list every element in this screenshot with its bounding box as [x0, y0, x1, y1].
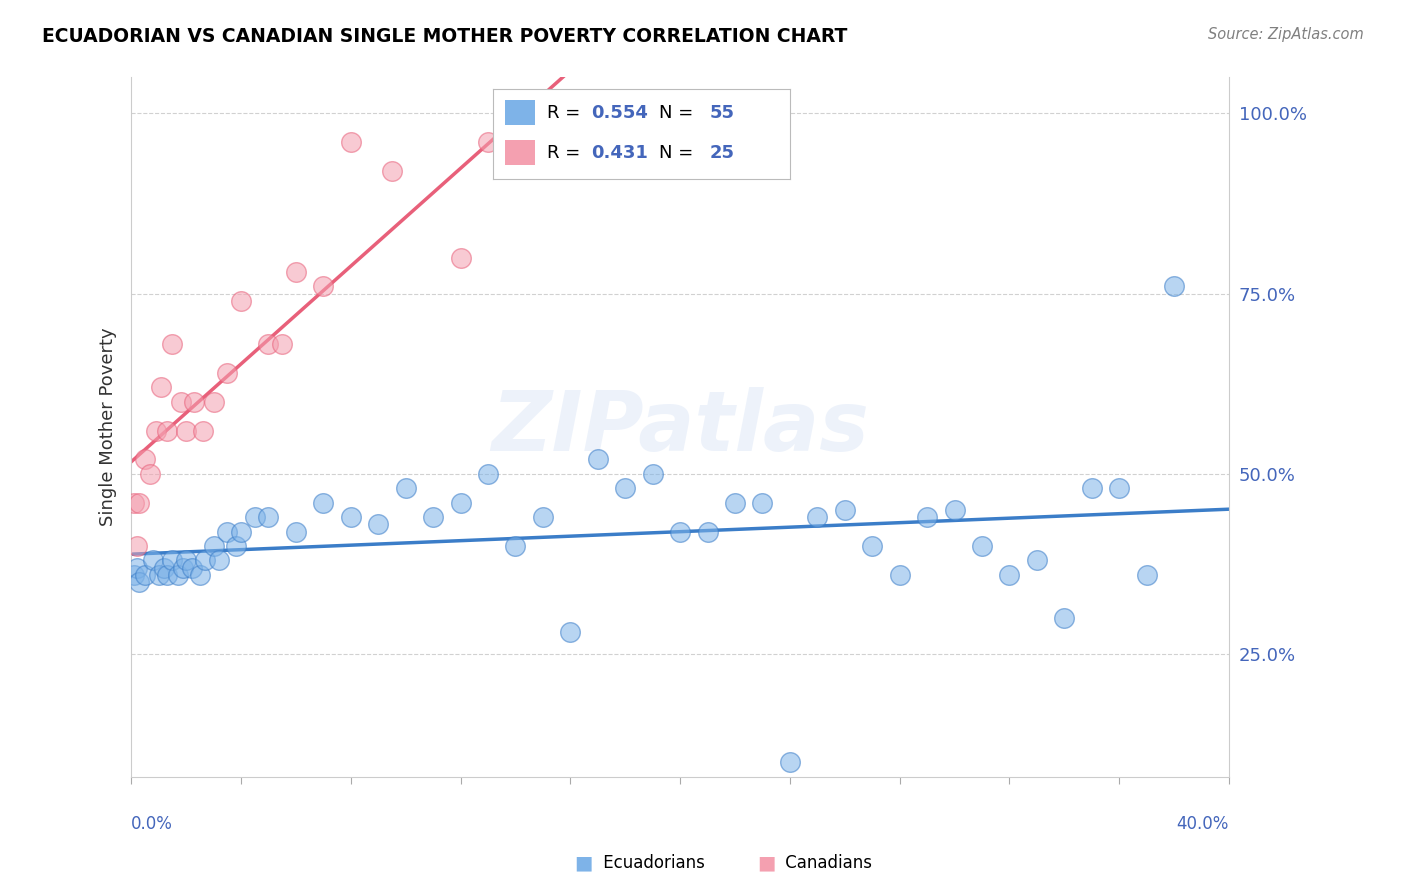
Point [312, 279, 335, 293]
Point [229, 524, 252, 539]
Text: 40.0%: 40.0% [1177, 815, 1229, 833]
Point [134, 567, 156, 582]
Point [194, 553, 217, 567]
Point [477, 467, 499, 481]
Point [125, 560, 148, 574]
Point [217, 366, 239, 380]
Point [174, 424, 197, 438]
Point [751, 496, 773, 510]
Point [148, 567, 170, 582]
Point [998, 567, 1021, 582]
Point [860, 539, 883, 553]
Point [191, 424, 214, 438]
Point [1163, 279, 1185, 293]
Point [1053, 611, 1076, 625]
Point [1135, 567, 1157, 582]
Point [153, 560, 176, 574]
Point [169, 394, 191, 409]
Text: Source: ZipAtlas.com: Source: ZipAtlas.com [1208, 27, 1364, 42]
Point [614, 481, 637, 495]
Point [145, 424, 167, 438]
Point [395, 481, 418, 495]
Point [208, 553, 231, 567]
Point [312, 496, 335, 510]
Point [450, 251, 472, 265]
Point [531, 510, 554, 524]
Point [229, 293, 252, 308]
Point [150, 380, 173, 394]
Point [1080, 481, 1102, 495]
Point [284, 524, 307, 539]
Point [125, 539, 148, 553]
Point [696, 524, 718, 539]
Point [546, 136, 568, 150]
Y-axis label: Single Mother Poverty: Single Mother Poverty [100, 327, 117, 526]
Point [122, 496, 145, 510]
Point [257, 510, 280, 524]
Point [889, 567, 911, 582]
Text: ■: ■ [756, 854, 776, 872]
Point [183, 394, 205, 409]
Point [834, 503, 856, 517]
Point [128, 496, 150, 510]
Point [505, 539, 527, 553]
Text: Ecuadorians: Ecuadorians [598, 855, 704, 872]
Point [122, 567, 145, 582]
Point [586, 452, 609, 467]
Point [339, 136, 361, 150]
Point [477, 136, 499, 150]
Point [217, 524, 239, 539]
Point [1025, 553, 1047, 567]
Point [806, 510, 828, 524]
Point [422, 510, 444, 524]
Point [243, 510, 266, 524]
Point [284, 265, 307, 279]
Point [128, 574, 150, 589]
Point [188, 567, 211, 582]
Point [139, 467, 162, 481]
Point [943, 503, 966, 517]
Point [225, 539, 247, 553]
Point [779, 755, 801, 769]
Point [167, 567, 190, 582]
Point [915, 510, 938, 524]
Point [156, 424, 179, 438]
Point [970, 539, 993, 553]
Point [180, 560, 202, 574]
Text: Canadians: Canadians [780, 855, 872, 872]
Point [172, 560, 194, 574]
Text: ■: ■ [574, 854, 593, 872]
Text: ECUADORIAN VS CANADIAN SINGLE MOTHER POVERTY CORRELATION CHART: ECUADORIAN VS CANADIAN SINGLE MOTHER POV… [42, 27, 848, 45]
Point [381, 164, 404, 178]
Point [560, 625, 582, 640]
Point [162, 337, 184, 351]
Point [339, 510, 361, 524]
Point [162, 553, 184, 567]
Text: 0.0%: 0.0% [131, 815, 173, 833]
Point [450, 496, 472, 510]
Point [202, 539, 225, 553]
Text: ZIPatlas: ZIPatlas [491, 386, 869, 467]
Point [156, 567, 179, 582]
Point [367, 517, 389, 532]
Point [669, 524, 692, 539]
Point [202, 394, 225, 409]
Point [142, 553, 165, 567]
Point [1108, 481, 1130, 495]
Point [174, 553, 197, 567]
Point [271, 337, 294, 351]
Point [134, 452, 156, 467]
Point [257, 337, 280, 351]
Point [724, 496, 747, 510]
Point [641, 467, 664, 481]
